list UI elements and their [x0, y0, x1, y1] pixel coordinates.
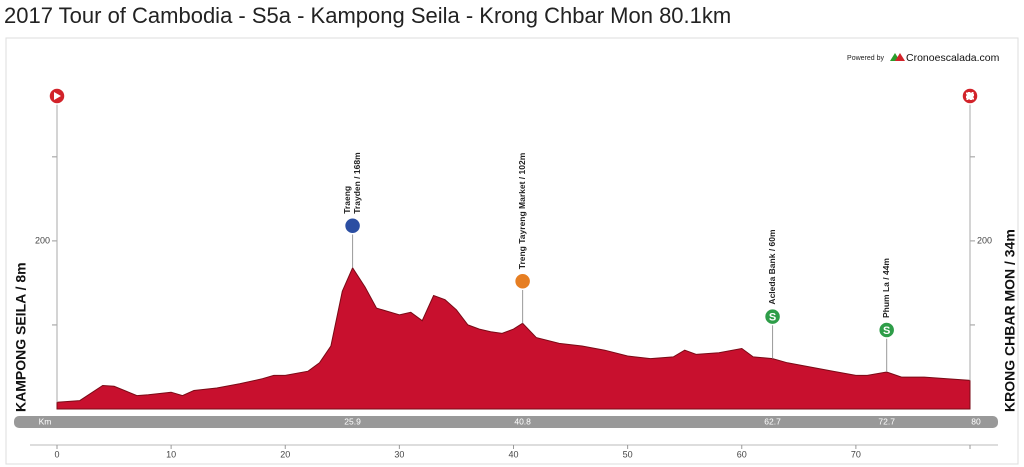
x-tick-label: 0: [54, 449, 59, 459]
marker-label: Treng Tayreng Market / 102m: [517, 152, 527, 269]
km-bar: [14, 416, 998, 428]
marker-icon-text: S: [883, 325, 890, 337]
y-tick-label: 200: [977, 235, 992, 245]
km-bar-label: 72.7: [878, 416, 895, 426]
marker-icon: [763, 307, 782, 326]
x-tick-label: 70: [851, 449, 861, 459]
km-bar-label: 40.8: [514, 416, 531, 426]
marker-label: Traeng: [342, 186, 352, 214]
x-tick-label: 40: [508, 449, 518, 459]
finish-label: KRONG CHBAR MON / 34m: [1002, 229, 1018, 412]
km-bar-label: 25.9: [344, 416, 361, 426]
marker-label: Trayden / 168m: [352, 152, 362, 214]
y-tick-label: 200: [35, 235, 50, 245]
marker-icon: [877, 321, 896, 339]
x-tick-label: 10: [166, 449, 176, 459]
brand-logo: [895, 53, 905, 61]
marker-label: Acleda Bank / 60m: [767, 229, 777, 305]
marker-label: Phum La / 44m: [881, 258, 891, 318]
marker-icon: [343, 217, 362, 235]
start-label: KAMPONG SEILA / 8m: [13, 262, 29, 412]
powered-by: Powered by: [847, 55, 884, 62]
start-arrow: [54, 92, 61, 100]
km-bar-label: 80: [971, 416, 981, 426]
x-tick-label: 20: [280, 449, 290, 459]
km-bar-label: 62.7: [764, 416, 781, 426]
elevation-area: [56, 266, 971, 410]
finish-flag: [965, 91, 975, 101]
marker-icon: [513, 272, 532, 291]
x-tick-label: 60: [737, 449, 747, 459]
km-label: Km: [39, 416, 52, 426]
marker-icon-text: S: [769, 311, 776, 323]
x-tick-label: 50: [623, 449, 633, 459]
chart-title: 2017 Tour of Cambodia - S5a - Kampong Se…: [4, 3, 731, 28]
x-tick-label: 30: [394, 449, 404, 459]
brand: Cronoescalada.com: [906, 52, 1000, 64]
